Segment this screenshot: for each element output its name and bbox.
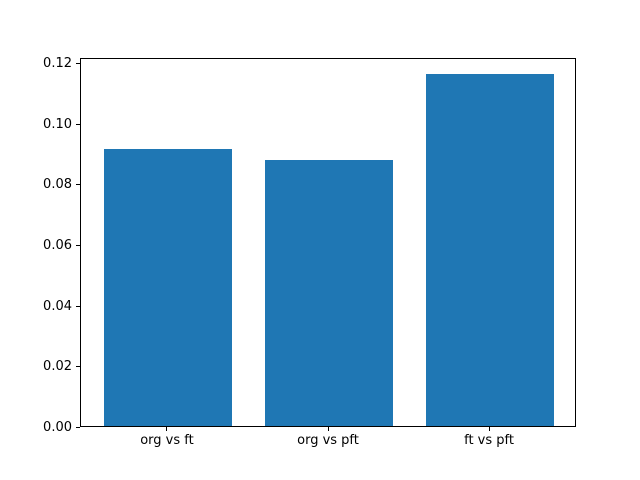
y-axis-tick <box>76 184 80 186</box>
x-axis-tick <box>488 427 490 432</box>
y-tick-label: 0.08 <box>43 177 72 193</box>
y-tick-label: 0.04 <box>43 298 72 314</box>
y-axis-tick <box>76 123 80 125</box>
bar-org-vs-ft <box>103 149 233 427</box>
bar-org-vs-pft <box>264 160 394 427</box>
y-tick-label: 0.00 <box>43 419 72 435</box>
y-axis-tick <box>76 305 80 307</box>
x-tick-label: ft vs pft <box>464 433 514 449</box>
plot-area <box>80 57 576 428</box>
y-axis-tick <box>76 244 80 246</box>
y-tick-label: 0.02 <box>43 359 72 375</box>
x-axis-tick <box>327 427 329 432</box>
y-axis-tick <box>76 426 80 428</box>
y-tick-label: 0.12 <box>43 56 72 72</box>
x-axis-tick <box>166 427 168 432</box>
y-axis-tick <box>76 63 80 65</box>
x-tick-label: org vs ft <box>140 433 194 449</box>
x-tick-label: org vs pft <box>297 433 359 449</box>
bar-ft-vs-pft <box>425 74 555 427</box>
y-tick-label: 0.06 <box>43 237 72 253</box>
y-tick-label: 0.10 <box>43 116 72 132</box>
y-axis-tick <box>76 366 80 368</box>
